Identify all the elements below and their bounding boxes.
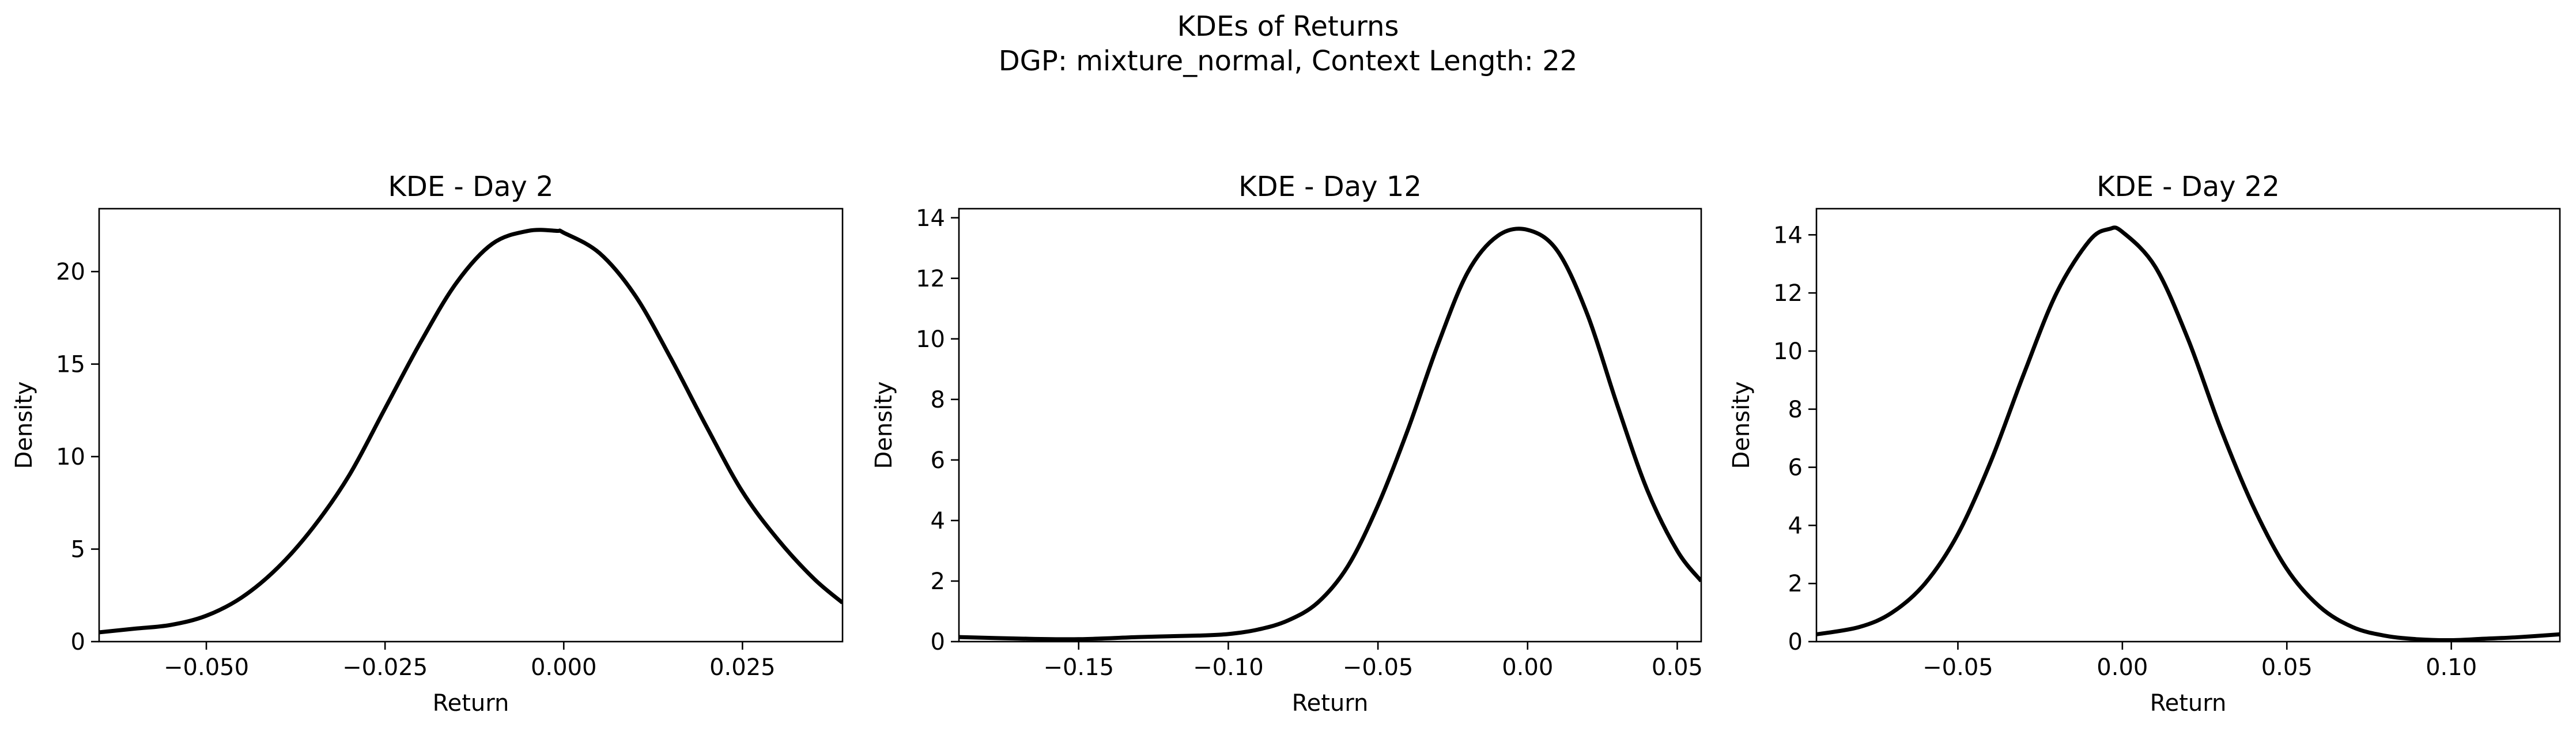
axes-frame (98, 208, 844, 643)
y-tick-label: 5 (71, 537, 85, 563)
x-tick-label: 0.05 (1652, 654, 1703, 681)
kde-line-series-0 (99, 228, 843, 635)
x-tick-label: 0.00 (1502, 654, 1553, 681)
y-tick-label: 6 (931, 447, 945, 474)
kde-day-12-plot: −0.15 −0.10 −0.05 0.00 0.05 0 2 4 6 8 10 12 14 KDE - … (871, 171, 1703, 717)
subplot-title: KDE - Day 22 (2097, 171, 2280, 203)
y-tick-label: 14 (1773, 222, 1803, 248)
axes-frame (1815, 208, 2561, 643)
y-tick-label: 2 (1788, 571, 1803, 597)
x-axis-label: Return (1292, 690, 1369, 717)
x-axis-label: Return (433, 690, 509, 717)
y-tick-label: 0 (1788, 629, 1803, 655)
y-tick-label: 0 (71, 629, 85, 655)
y-tick-label: 12 (916, 266, 945, 292)
kde-line-series-0 (1816, 225, 2560, 642)
y-tick-label: 6 (1788, 455, 1803, 481)
y-axis-label: Density (871, 381, 897, 469)
y-axis-label: Density (11, 381, 37, 469)
subplot-title: KDE - Day 12 (1238, 171, 1422, 203)
kde-day-2-chart: −0.050 −0.025 0.000 0.025 0 5 10 15 20 KDE - Day … (0, 0, 859, 735)
kde-day-2-plot: −0.050 −0.025 0.000 0.025 0 5 10 15 20 KDE - Day … (11, 171, 844, 717)
y-tick-label: 12 (1773, 280, 1803, 307)
y-tick-label: 20 (56, 259, 85, 285)
x-tick-label: 0.025 (709, 654, 776, 681)
y-tick-label: 8 (931, 387, 945, 413)
figure-title-line-1: KDEs of Returns (1177, 10, 1399, 43)
x-axis-label: Return (2150, 690, 2227, 717)
y-tick-label: 0 (931, 629, 945, 655)
x-tick-label: −0.05 (1922, 654, 1993, 681)
y-tick-label: 10 (1773, 338, 1803, 365)
x-tick-label: −0.15 (1043, 654, 1114, 681)
y-tick-label: 15 (56, 352, 85, 378)
y-tick-label: 10 (916, 326, 945, 353)
kde-day-12-chart: −0.15 −0.10 −0.05 0.00 0.05 0 2 4 6 8 10 12 14 KDE - … (859, 0, 1717, 735)
y-axis-label: Density (1728, 381, 1755, 469)
y-tick-label: 8 (1788, 397, 1803, 423)
y-tick-label: 4 (1788, 512, 1803, 539)
figure-title: KDEs of Returns DGP: mixture_normal, Con… (0, 0, 2576, 115)
x-tick-label: 0.10 (2426, 654, 2477, 681)
x-tick-label: 0.05 (2261, 654, 2313, 681)
y-tick-label: 10 (56, 444, 85, 470)
x-tick-label: 0.00 (2097, 654, 2148, 681)
subplot-title: KDE - Day 2 (388, 171, 553, 203)
x-tick-label: 0.000 (531, 654, 597, 681)
x-tick-label: −0.10 (1193, 654, 1264, 681)
figure-title-line-2: DGP: mixture_normal, Context Length: 22 (999, 45, 1578, 77)
kde-day-22-plot: −0.05 0.00 0.05 0.10 0 2 4 6 8 10 12 14 KDE - Day 22… (1728, 171, 2561, 717)
y-tick-label: 4 (931, 508, 945, 534)
kde-day-22-chart: −0.05 0.00 0.05 0.10 0 2 4 6 8 10 12 14 KDE - Day 22… (1717, 0, 2576, 735)
x-tick-label: −0.050 (164, 654, 249, 681)
y-tick-label: 14 (916, 205, 945, 232)
x-tick-label: −0.05 (1343, 654, 1414, 681)
y-tick-label: 2 (931, 568, 945, 595)
x-tick-label: −0.025 (342, 654, 428, 681)
axes-frame (958, 208, 1702, 643)
kde-line-series-0 (959, 227, 1701, 642)
